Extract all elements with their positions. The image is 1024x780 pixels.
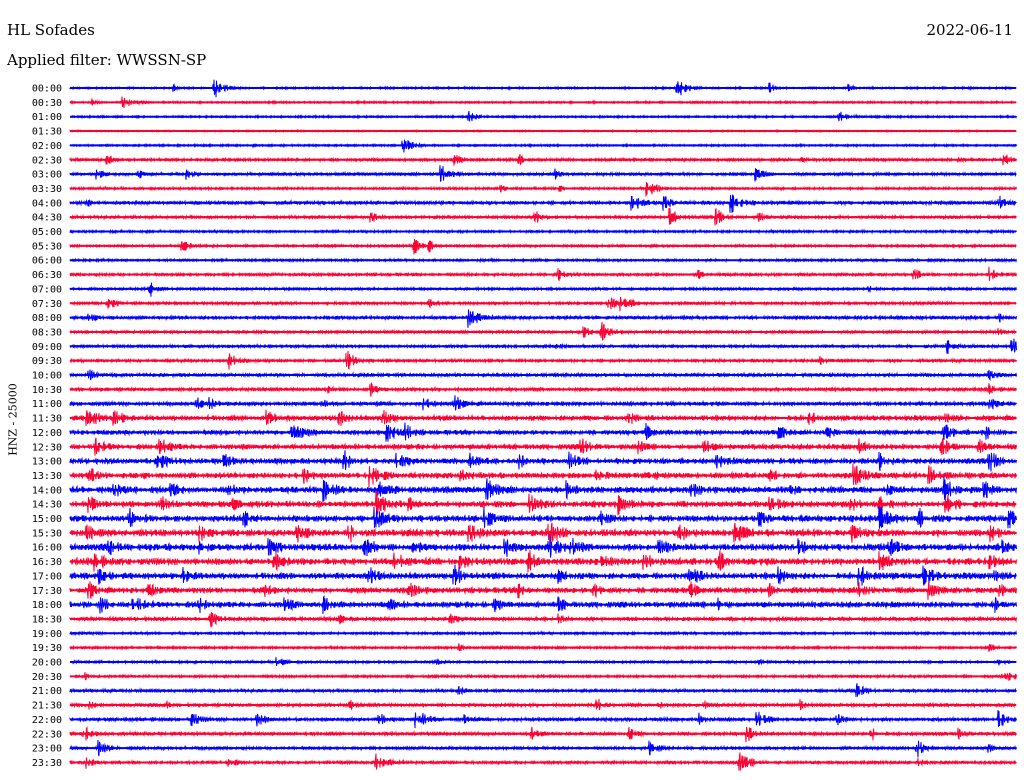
row-time-label: 12:00 <box>32 428 62 439</box>
recording-date: 2022-06-11 <box>926 21 1013 39</box>
row-time-label: 16:00 <box>32 543 62 554</box>
row-time-label: 04:00 <box>32 198 62 209</box>
row-time-label: 19:00 <box>32 629 62 640</box>
row-time-label: 08:30 <box>32 327 62 338</box>
row-time-label: 23:30 <box>32 758 62 769</box>
row-time-label: 15:30 <box>32 528 62 539</box>
row-time-label: 06:00 <box>32 256 62 267</box>
row-time-label: 00:00 <box>32 84 62 95</box>
row-time-label: 01:30 <box>32 127 62 138</box>
row-time-label: 18:30 <box>32 614 62 625</box>
row-time-label: 22:30 <box>32 729 62 740</box>
row-time-label: 03:30 <box>32 184 62 195</box>
row-time-label: 21:00 <box>32 686 62 697</box>
row-time-label: 07:30 <box>32 299 62 310</box>
row-time-label: 07:00 <box>32 284 62 295</box>
row-time-label: 12:30 <box>32 442 62 453</box>
trace-line <box>69 505 1017 529</box>
filter-label: Applied filter: WWSSN-SP <box>7 51 207 69</box>
row-time-label: 17:30 <box>32 586 62 597</box>
row-time-label: 09:00 <box>32 342 62 353</box>
row-time-label: 01:00 <box>32 112 62 123</box>
row-time-label: 18:00 <box>32 600 62 611</box>
trace-line <box>69 533 1017 558</box>
row-time-label: 13:00 <box>32 457 62 468</box>
row-time-label: 20:00 <box>32 658 62 669</box>
row-time-label: 20:30 <box>32 672 62 683</box>
row-time-label: 02:00 <box>32 141 62 152</box>
row-time-label: 11:30 <box>32 414 62 425</box>
row-time-label: 02:30 <box>32 155 62 166</box>
row-time-label: 09:30 <box>32 356 62 367</box>
row-time-label: 19:30 <box>32 643 62 654</box>
row-time-label: 10:30 <box>32 385 62 396</box>
row-time-label: 23:00 <box>32 744 62 755</box>
row-time-label: 22:00 <box>32 715 62 726</box>
row-time-label: 06:30 <box>32 270 62 281</box>
row-time-label: 10:00 <box>32 371 62 382</box>
row-time-label: 08:00 <box>32 313 62 324</box>
row-time-label: 13:30 <box>32 471 62 482</box>
row-time-label: 21:30 <box>32 701 62 712</box>
row-time-label: 05:00 <box>32 227 62 238</box>
row-time-label: 15:00 <box>32 514 62 525</box>
row-time-label: 00:30 <box>32 98 62 109</box>
row-time-label: 17:00 <box>32 571 62 582</box>
row-time-label: 11:00 <box>32 399 62 410</box>
row-time-label: 14:00 <box>32 485 62 496</box>
row-time-label: 05:30 <box>32 241 62 252</box>
row-time-label: 14:30 <box>32 500 62 511</box>
row-time-label: 03:00 <box>32 170 62 181</box>
row-time-label: 16:30 <box>32 557 62 568</box>
station-name: HL Sofades <box>7 21 95 39</box>
row-time-label: 04:30 <box>32 213 62 224</box>
